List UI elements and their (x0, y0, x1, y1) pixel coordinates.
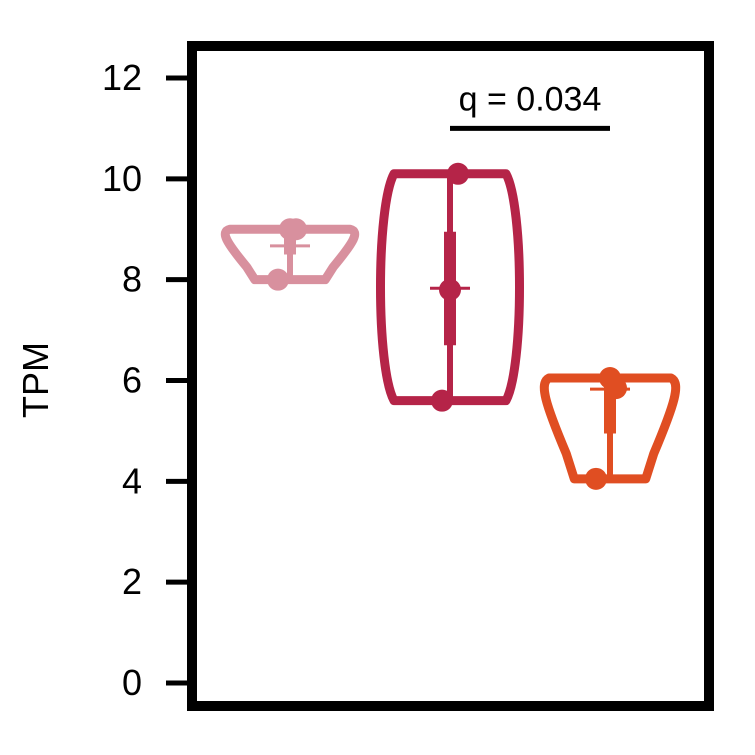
plot-frame (187, 41, 714, 711)
data-point (599, 366, 621, 389)
y-tick-label-0: 0 (122, 662, 142, 703)
y-tick-label-12: 12 (102, 57, 142, 98)
data-point (431, 389, 453, 412)
violin-body (376, 169, 524, 406)
y-tick-label-6: 6 (122, 360, 142, 401)
violin-body (539, 373, 681, 484)
data-point (585, 467, 607, 490)
data-point (285, 218, 307, 241)
y-tick-label-8: 8 (122, 259, 142, 300)
data-point (447, 162, 469, 185)
y-axis-label: TPM (15, 342, 56, 418)
data-point (267, 268, 289, 291)
violin-group-1 (220, 218, 360, 291)
significance-label: q = 0.034 (459, 80, 602, 118)
y-tick-label-4: 4 (122, 460, 142, 501)
data-point (439, 278, 461, 301)
violin-group-3 (539, 366, 681, 490)
y-tick-label-10: 10 (102, 158, 142, 199)
annotations: q = 0.034 (450, 80, 610, 131)
y-tick-label-2: 2 (122, 561, 142, 602)
violins (220, 162, 681, 490)
y-axis: 0 2 4 6 8 10 12 (102, 57, 187, 703)
violin-body (220, 224, 360, 285)
violin-group-2 (376, 162, 524, 412)
